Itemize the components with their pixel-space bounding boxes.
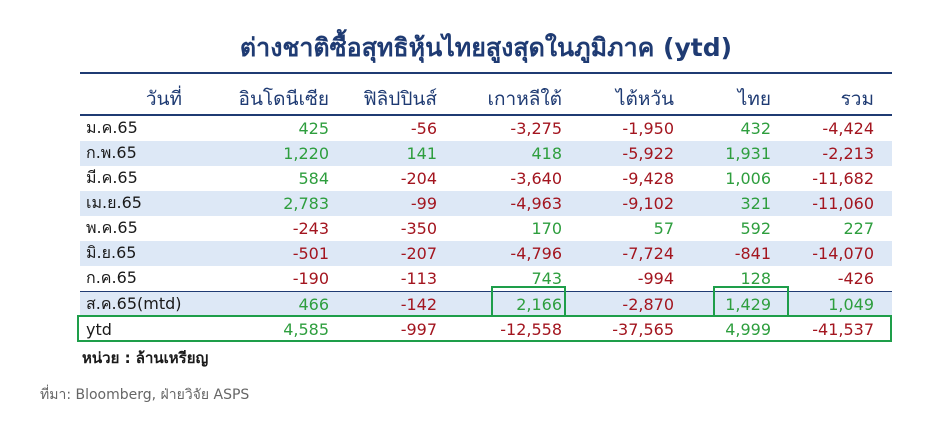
table-cell: -4,796 [455, 241, 580, 266]
table-cell: 592 [740, 219, 771, 238]
table-cell: 425 [298, 119, 329, 138]
header-row: วันที่ อินโดนีเซีย ฟิลิปปินส์ เกาหลีใต้ … [80, 84, 892, 116]
table-cell: -204 [400, 169, 437, 188]
table-cell: 4,999 [692, 317, 789, 342]
column-header-south-korea: เกาหลีใต้ [455, 84, 580, 116]
column-header-thailand: ไทย [692, 84, 789, 116]
source-note: ที่มา: Bloomberg, ฝ่ายวิจัย ASPS [40, 387, 250, 403]
row-label: ก.พ.65 [80, 141, 212, 166]
table-cell: 1,049 [789, 291, 892, 317]
table-cell: -426 [837, 269, 874, 288]
row-label: ก.ค.65 [86, 268, 137, 287]
row-label: มี.ค.65 [86, 168, 138, 187]
table-cell: -9,102 [580, 191, 692, 216]
table-cell: 321 [692, 191, 789, 216]
table-cell: 227 [843, 219, 874, 238]
table-cell: 4,585 [212, 317, 347, 342]
table-cell: -2,213 [789, 141, 892, 166]
table-cell: 418 [455, 141, 580, 166]
table-row: เม.ย.65 2,783 -99 -4,963 -9,102 321 -11,060 [80, 191, 892, 216]
column-header-taiwan: ไต้หวัน [580, 84, 692, 116]
table-cell: -9,428 [622, 169, 674, 188]
table-row: ytd 4,585 -997 -12,558 -37,565 4,999 -41,537 [80, 317, 892, 342]
table-cell: -11,060 [789, 191, 892, 216]
title-divider [80, 72, 892, 74]
table-cell: -3,275 [510, 119, 562, 138]
table-cell: -994 [637, 269, 674, 288]
table-row: มิ.ย.65 -501 -207 -4,796 -7,724 -841 -14,070 [80, 241, 892, 266]
table-cell: -2,870 [580, 291, 692, 317]
table-cell: -190 [292, 269, 329, 288]
table-cell: -4,963 [455, 191, 580, 216]
thailand-mtd-highlight [713, 286, 789, 317]
table-row: ม.ค.65 425 -56 -3,275 -1,950 432 -4,424 [80, 115, 892, 141]
table-cell: 466 [212, 291, 347, 317]
ytd-row-highlight [77, 315, 892, 342]
table-cell: -997 [347, 317, 455, 342]
table-cell: 1,006 [725, 169, 771, 188]
table-cell: 2,166 [455, 291, 580, 317]
table-cell: -1,950 [622, 119, 674, 138]
row-label: ม.ค.65 [86, 118, 138, 137]
table-cell: -12,558 [455, 317, 580, 342]
table-row: ก.พ.65 1,220 141 418 -5,922 1,931 -2,213 [80, 141, 892, 166]
table-cell: -243 [292, 219, 329, 238]
table-cell: -99 [347, 191, 455, 216]
table-cell: 1,429 [692, 291, 789, 317]
table-cell: -14,070 [789, 241, 892, 266]
row-label: พ.ค.65 [86, 218, 138, 237]
table-cell: 141 [347, 141, 455, 166]
table-cell: 2,783 [212, 191, 347, 216]
table-cell: -113 [400, 269, 437, 288]
column-header-philippines: ฟิลิปปินส์ [347, 84, 455, 116]
table-cell: 432 [740, 119, 771, 138]
column-header-total: รวม [789, 84, 892, 116]
table-cell: -41,537 [789, 317, 892, 342]
row-label: ytd [80, 317, 212, 342]
table-cell: -142 [347, 291, 455, 317]
table-cell: -350 [400, 219, 437, 238]
table-cell: 743 [531, 269, 562, 288]
table-cell: -207 [347, 241, 455, 266]
row-label: มิ.ย.65 [80, 241, 212, 266]
table-cell: 170 [531, 219, 562, 238]
table-cell: -7,724 [580, 241, 692, 266]
table-title: ต่างชาติซื้อสุทธิหุ้นไทยสูงสุดในภูมิภาค … [239, 33, 733, 62]
table-row: ส.ค.65(mtd) 466 -142 2,166 -2,870 1,429 1,049 [80, 291, 892, 317]
table-cell: -37,565 [580, 317, 692, 342]
column-header-date: วันที่ [80, 84, 212, 116]
foreign-net-buy-table: วันที่ อินโดนีเซีย ฟิลิปปินส์ เกาหลีใต้ … [80, 84, 892, 342]
table-cell: 1,931 [692, 141, 789, 166]
table-row: ก.ค.65 -190 -113 743 -994 128 -426 [80, 266, 892, 292]
table-cell: -841 [692, 241, 789, 266]
row-label: เม.ย.65 [80, 191, 212, 216]
column-header-indonesia: อินโดนีเซีย [212, 84, 347, 116]
korea-mtd-highlight [491, 286, 566, 317]
table-cell: 1,220 [212, 141, 347, 166]
table-cell: -11,682 [812, 169, 874, 188]
table-cell: -5,922 [580, 141, 692, 166]
row-label: ส.ค.65(mtd) [80, 291, 212, 317]
table-cell: 584 [298, 169, 329, 188]
table-cell: 128 [740, 269, 771, 288]
table-cell: -56 [410, 119, 437, 138]
table-row: พ.ค.65 -243 -350 170 57 592 227 [80, 216, 892, 241]
table-row: มี.ค.65 584 -204 -3,640 -9,428 1,006 -11,682 [80, 166, 892, 191]
table-cell: -501 [212, 241, 347, 266]
unit-note: หน่วย : ล้านเหรียญ [82, 349, 209, 367]
table-cell: -4,424 [822, 119, 874, 138]
table-cell: -3,640 [510, 169, 562, 188]
table-cell: 57 [653, 219, 674, 238]
